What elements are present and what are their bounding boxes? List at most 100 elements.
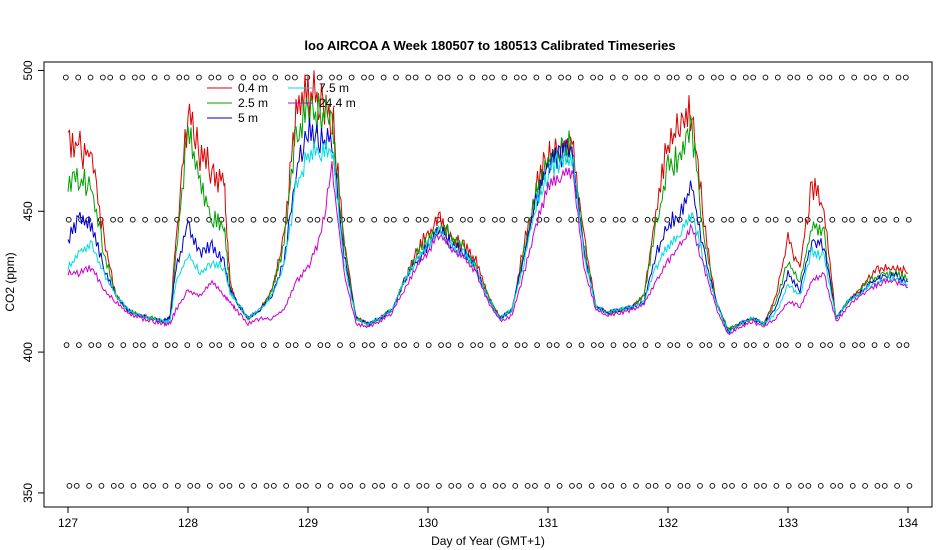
reference-marker [66,483,73,489]
series-line-24-4-m [67,161,909,336]
reference-marker [95,342,102,348]
reference-marker [652,483,659,489]
reference-marker [455,483,462,489]
reference-marker [859,342,866,348]
reference-marker [162,483,169,489]
reference-marker [208,74,215,81]
reference-marker [425,74,431,81]
reference-marker [534,342,540,348]
reference-marker [263,483,270,489]
reference-marker [852,342,858,348]
reference-marker [316,74,323,81]
reference-marker [142,216,148,223]
reference-marker [829,216,836,223]
reference-marker [270,483,277,489]
legend-entry-label: 7.5 m [319,81,349,95]
reference-marker [578,342,585,348]
reference-marker [742,74,749,81]
chart-title: loo AIRCOA A Week 180507 to 180513 Calib… [304,38,675,53]
reference-marker [326,216,333,223]
reference-marker [502,342,508,348]
reference-marker [884,342,890,348]
reference-marker [110,483,117,489]
reference-marker [895,74,902,81]
reference-marker [677,483,684,489]
reference-marker [445,342,452,348]
reference-marker [819,74,826,81]
x-axis-label: Day of Year (GMT+1) [431,534,545,548]
reference-marker [437,74,444,81]
reference-marker [294,216,301,223]
reference-marker [881,216,887,223]
reference-marker [782,342,789,348]
reference-marker [73,483,80,489]
reference-marker [620,483,627,489]
reference-marker [667,342,674,348]
reference-marker [577,74,584,81]
reference-marker [315,483,322,489]
reference-marker [512,483,519,489]
reference-marker [556,216,562,223]
reference-marker [481,74,488,81]
reference-marker [196,74,202,81]
reference-marker [120,342,127,348]
reference-marker [709,483,716,489]
reference-marker [721,216,727,223]
reference-marker [870,74,877,81]
reference-marker [383,216,390,223]
reference-marker [874,483,881,489]
reference-marker [368,74,375,81]
reference-marker [765,216,772,223]
reference-marker [228,74,234,81]
reference-marker [215,74,222,81]
reference-marker [283,483,290,489]
reference-marker [849,483,856,489]
legend-entry-label: 24.4 m [319,96,356,110]
reference-marker [196,342,203,348]
legend-entry-label: 0.4 m [238,81,268,95]
reference-marker [260,74,266,81]
reference-marker [284,74,291,81]
reference-marker [390,216,397,223]
reference-marker [873,216,880,223]
reference-marker [63,342,70,348]
x-tick-label: 133 [778,516,798,530]
reference-marker [590,342,597,348]
reference-marker [371,216,378,223]
reference-marker [686,342,693,348]
reference-marker [480,483,487,489]
reference-marker [608,483,615,489]
reference-marker [489,342,496,348]
reference-marker [905,216,912,223]
reference-marker [513,74,520,81]
reference-marker [468,483,474,489]
reference-marker [664,216,671,223]
reference-marker [598,342,604,348]
reference-marker [87,74,94,81]
reference-marker [438,342,444,348]
reference-marker [314,216,321,223]
reference-marker [536,216,543,223]
reference-marker [565,74,572,81]
reference-marker [686,74,692,81]
reference-marker [86,483,92,489]
reference-marker [906,483,913,489]
reference-marker [295,483,302,489]
reference-marker [324,342,331,348]
reference-marker [132,74,138,81]
reference-marker [863,74,870,81]
reference-marker [696,216,703,223]
reference-marker [457,74,463,81]
x-tick-label: 127 [58,516,78,530]
reference-marker [62,74,69,81]
reference-marker [569,483,575,489]
reference-marker [381,342,388,348]
reference-marker [349,342,356,348]
reference-marker [590,74,596,81]
reference-marker [186,216,193,223]
reference-marker [216,342,223,348]
reference-marker [183,74,190,81]
reference-marker [302,483,309,489]
reference-marker [710,74,717,81]
